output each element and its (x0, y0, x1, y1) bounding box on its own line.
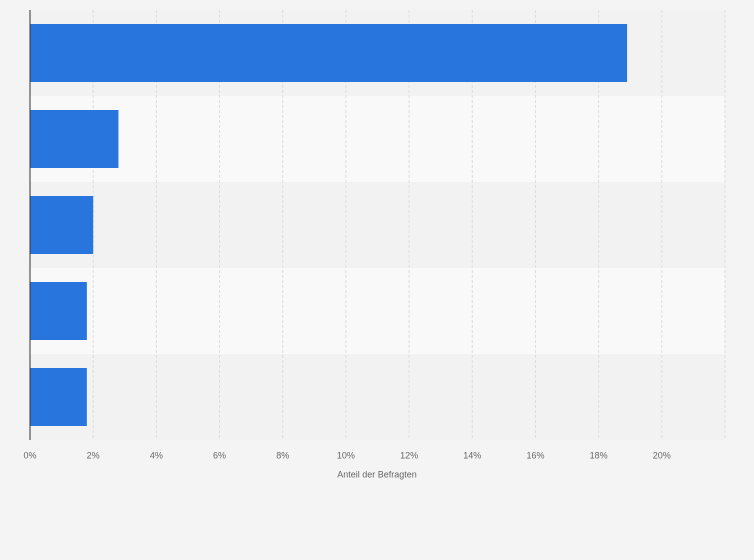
x-tick-label: 6% (213, 450, 226, 460)
x-tick-label: 8% (276, 450, 289, 460)
x-tick-label: 16% (526, 450, 544, 460)
bar (30, 110, 119, 168)
x-tick-label: 12% (400, 450, 418, 460)
row-band (30, 354, 725, 440)
bar (30, 24, 628, 82)
x-tick-label: 14% (463, 450, 481, 460)
bar (30, 282, 87, 340)
row-band (30, 96, 725, 182)
row-band (30, 182, 725, 268)
x-tick-label: 10% (337, 450, 355, 460)
row-band (30, 268, 725, 354)
x-tick-label: 4% (150, 450, 163, 460)
bar (30, 368, 87, 426)
x-tick-label: 20% (653, 450, 671, 460)
x-axis-label: Anteil der Befragten (337, 469, 417, 479)
x-tick-label: 0% (23, 450, 36, 460)
bar (30, 196, 94, 254)
x-tick-label: 18% (590, 450, 608, 460)
x-tick-label: 2% (87, 450, 100, 460)
